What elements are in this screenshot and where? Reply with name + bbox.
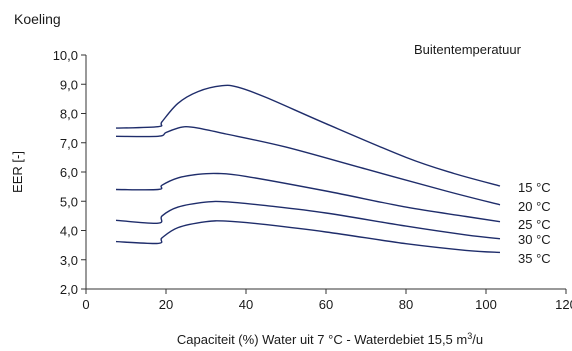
y-tick-label: 9,0 <box>60 77 78 92</box>
series-label-15c: 15 °C <box>518 180 551 195</box>
x-axis-label-tail: /u <box>472 332 483 347</box>
series-line-35c <box>115 220 501 254</box>
series-labels: 15 °C 20 °C 25 °C30 °C 35 °C <box>518 180 551 266</box>
series-label-35c: 35 °C <box>518 251 551 266</box>
y-tick-label: 6,0 <box>60 165 78 180</box>
series-label-20c: 20 °C <box>518 199 551 214</box>
x-tick-label: 120 <box>555 297 572 312</box>
series-label-30c: 30 °C <box>518 232 551 247</box>
series-label-25c: 25 °C <box>518 217 551 232</box>
legend-title: Buitentemperatuur <box>414 42 522 57</box>
y-tick-label: 4,0 <box>60 224 78 239</box>
x-axis-label-superscript: 3 <box>467 331 472 341</box>
series-line-30c <box>115 200 501 240</box>
y-axis-label: EER [-] <box>10 151 25 193</box>
y-ticks: 2,0 3,0 4,0 5,0 6,0 7,0 8,0 9,0 10,0 <box>53 48 86 297</box>
series-lines <box>115 84 501 254</box>
y-tick-label: 2,0 <box>60 282 78 297</box>
chart-title: Koeling <box>14 11 61 27</box>
y-tick-label: 5,0 <box>60 194 78 209</box>
x-tick-label: 0 <box>82 297 89 312</box>
x-axis-label-main: Capaciteit (%) Water uit 7 °C - Waterdeb… <box>177 332 467 347</box>
x-tick-label: 80 <box>399 297 413 312</box>
x-ticks: 0 20 40 60 80 100 120 <box>82 289 572 312</box>
x-tick-label: 100 <box>475 297 497 312</box>
x-tick-label: 20 <box>159 297 173 312</box>
y-tick-label: 10,0 <box>53 48 78 63</box>
series-line-15c <box>115 84 501 187</box>
y-tick-label: 3,0 <box>60 253 78 268</box>
x-tick-label: 60 <box>319 297 333 312</box>
x-tick-label: 40 <box>239 297 253 312</box>
y-tick-label: 8,0 <box>60 107 78 122</box>
series-line-25c <box>115 172 501 223</box>
series-line-20c <box>115 125 501 206</box>
x-axis-label: Capaciteit (%) Water uit 7 °C - Waterdeb… <box>177 331 483 347</box>
y-tick-label: 7,0 <box>60 136 78 151</box>
